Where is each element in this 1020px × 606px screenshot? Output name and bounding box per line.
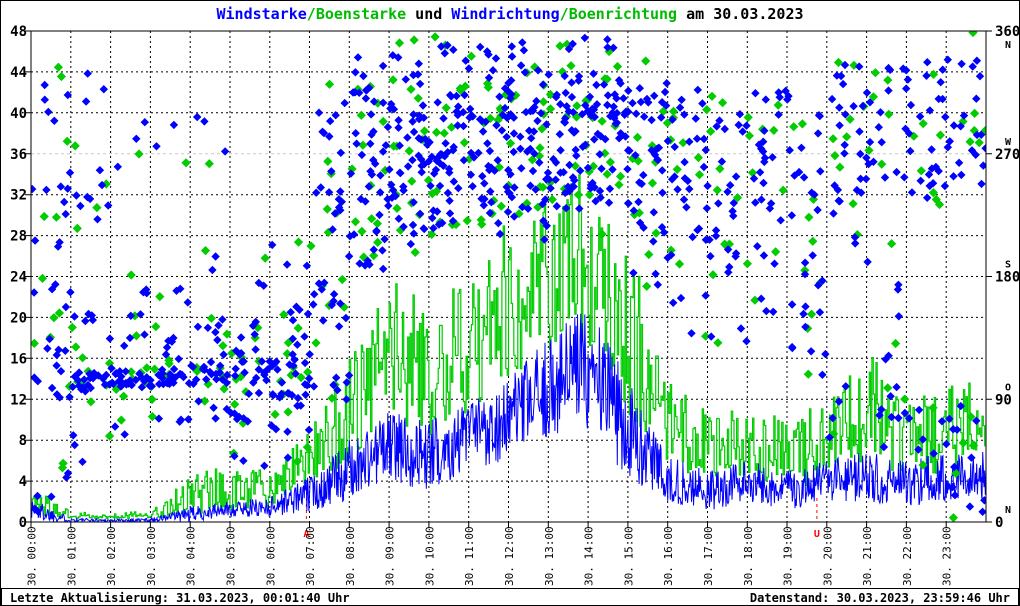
gust-direction-points — [31, 31, 986, 522]
title-segment: Windstarke — [216, 5, 307, 23]
x-axis-tick-label: 30. 08:00 — [344, 526, 357, 586]
x-axis-tick-label: 30. 15:00 — [622, 526, 635, 586]
x-axis-tick-label: 30. 00:00 — [26, 526, 39, 586]
x-axis-tick-label: 30. 21:00 — [861, 526, 874, 586]
title-segment: Boenstarke — [315, 5, 407, 23]
right-axis-tick-label: 90 — [995, 392, 1012, 408]
x-axis-tick-label: 30. 23:00 — [941, 526, 954, 586]
left-axis-tick-label: 12 — [10, 392, 27, 408]
x-axis-tick-label: 30. 19:00 — [782, 526, 795, 586]
right-axis-tick-label: 180 — [995, 270, 1020, 286]
right-axis-tick-label: 360 — [995, 24, 1020, 40]
wind-direction-points — [31, 33, 986, 516]
title-segment: und — [406, 5, 452, 23]
x-axis-tick-label: 30. 12:00 — [503, 526, 516, 586]
x-axis-tick-label: 30. 20:00 — [821, 526, 834, 586]
left-axis-tick-label: 32 — [10, 188, 27, 204]
left-axis-tick-label: 28 — [10, 229, 27, 245]
compass-direction-label: O — [1005, 382, 1011, 393]
right-axis-tick-label: 270 — [995, 147, 1020, 163]
chart-title: Windstarke / Boenstarke und Windrichtung / B… — [1, 1, 1019, 27]
title-segment: Windrichtung — [451, 5, 560, 23]
left-axis-tick-label: 20 — [10, 310, 27, 326]
left-axis-tick-label: 24 — [10, 270, 27, 286]
right-axis-tick-label: 0 — [995, 515, 1003, 531]
compass-direction-label: W — [1005, 137, 1012, 148]
x-axis-tick-label: 30. 01:00 — [65, 526, 78, 586]
wind-speed-line — [31, 313, 986, 522]
sunrise-marker-label: A — [303, 529, 309, 540]
compass-direction-label: N — [1005, 40, 1011, 51]
x-axis-tick-label: 30. 13:00 — [543, 526, 556, 586]
x-axis-tick-label: 30. 03:00 — [145, 526, 158, 586]
left-axis-tick-label: 36 — [10, 147, 27, 163]
left-axis-tick-label: 8 — [19, 433, 27, 449]
title-segment: / — [559, 5, 569, 23]
left-axis-tick-label: 16 — [10, 351, 27, 367]
x-axis-tick-label: 30. 18:00 — [742, 526, 755, 586]
x-axis-tick-label: 30. 07:00 — [304, 526, 317, 586]
data-state-text: Datenstand: 30.03.2023, 23:59:46 Uhr — [749, 590, 1010, 605]
status-bar: Letzte Aktualisierung: 31.03.2023, 00:01… — [1, 588, 1019, 605]
x-axis-tick-label: 30. 09:00 — [384, 526, 397, 586]
compass-direction-label: S — [1005, 260, 1011, 271]
left-axis-tick-label: 48 — [10, 24, 27, 40]
title-segment: Boenrichtung — [568, 5, 678, 23]
x-axis-tick-label: 30. 10:00 — [423, 526, 436, 586]
left-axis-tick-label: 4 — [19, 474, 27, 490]
last-update-text: Letzte Aktualisierung: 31.03.2023, 00:01… — [10, 590, 350, 605]
sunset-marker-label: U — [814, 529, 820, 540]
title-segment: / — [306, 5, 316, 23]
x-axis-tick-label: 30. 06:00 — [264, 526, 277, 586]
compass-direction-label: N — [1005, 505, 1011, 516]
left-axis-tick-label: 40 — [10, 106, 27, 122]
x-axis-tick-label: 30. 16:00 — [662, 526, 675, 586]
left-axis-tick-label: 44 — [10, 65, 27, 81]
left-axis-tick-label: 0 — [19, 515, 27, 531]
x-axis-tick-label: 30. 22:00 — [901, 526, 914, 586]
x-axis-tick-label: 30. 11:00 — [463, 526, 476, 586]
title-segment: am 30.03.2023 — [677, 5, 804, 23]
x-axis-tick-label: 30. 14:00 — [583, 526, 596, 586]
chart-plot-area: A U 0 4 8 12 16 20 24 28 32 36 40 44 48 360 N 270 W 180 S 90 O… — [1, 1, 1020, 590]
gust-speed-line — [31, 174, 986, 520]
x-axis-tick-label: 30. 17:00 — [702, 526, 715, 586]
x-axis-tick-label: 30. 04:00 — [185, 526, 198, 586]
x-axis-tick-label: 30. 05:00 — [225, 526, 238, 586]
x-axis-tick-label: 30. 02:00 — [105, 526, 118, 586]
axis-ticks — [25, 30, 992, 528]
